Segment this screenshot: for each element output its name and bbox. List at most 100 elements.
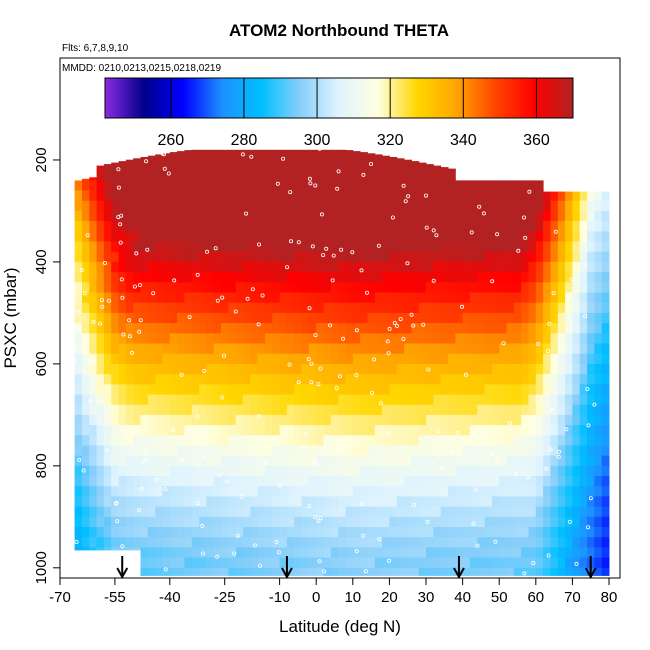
heatmap-cell	[477, 547, 486, 559]
heatmap-cell	[345, 506, 354, 518]
heatmap-cell	[411, 221, 420, 232]
heatmap-cell	[206, 261, 215, 273]
heatmap-cell	[323, 241, 332, 253]
data-point	[335, 186, 340, 191]
heatmap-cell	[279, 231, 288, 242]
heatmap-cell	[572, 435, 581, 446]
data-point	[372, 357, 377, 362]
heatmap-cell	[191, 425, 200, 436]
heatmap-cell	[279, 180, 288, 192]
heatmap-cell	[82, 210, 90, 222]
heatmap-cell	[462, 445, 471, 457]
heatmap-cell	[477, 445, 486, 457]
heatmap-cell	[521, 455, 529, 467]
heatmap-cell	[177, 210, 185, 222]
heatmap-cell	[184, 404, 193, 416]
heatmap-cell	[367, 445, 376, 457]
data-point	[324, 246, 329, 251]
heatmap-cell	[308, 160, 317, 171]
heatmap-cell	[382, 363, 390, 375]
heatmap-cell	[382, 312, 390, 324]
heatmap-cell	[462, 200, 471, 212]
heatmap-cell	[352, 374, 361, 385]
heatmap-cell	[360, 425, 368, 436]
heatmap-cell	[440, 333, 449, 344]
data-point	[76, 310, 81, 315]
heatmap-cell	[243, 557, 251, 569]
heatmap-cell	[477, 190, 486, 202]
heatmap-cell	[111, 231, 119, 242]
heatmap-cell	[89, 292, 98, 304]
heatmap-cell	[272, 455, 281, 467]
heatmap-cell	[286, 302, 295, 314]
heatmap-cell	[345, 272, 354, 283]
heatmap-cell	[162, 343, 171, 355]
heatmap-cell	[557, 363, 566, 375]
heatmap-cell	[96, 343, 105, 355]
heatmap-cell	[389, 374, 398, 385]
heatmap-cell	[301, 506, 310, 518]
heatmap-cell	[374, 190, 383, 202]
heatmap-cell	[550, 200, 559, 212]
heatmap-cell	[213, 516, 222, 528]
heatmap-cell	[89, 506, 98, 518]
heatmap-cell	[147, 425, 156, 436]
heatmap-cell	[550, 425, 559, 436]
heatmap-cell	[294, 323, 302, 334]
heatmap-cell	[499, 567, 507, 576]
data-point	[179, 372, 184, 377]
heatmap-cell	[448, 384, 456, 395]
heatmap-cell	[521, 537, 529, 548]
heatmap-cell	[250, 516, 259, 528]
heatmap-cell	[82, 425, 90, 436]
y-axis-label: PSXC (mbar)	[1, 267, 20, 368]
heatmap-cell	[184, 160, 193, 171]
heatmap-cell	[543, 516, 551, 528]
data-point	[409, 312, 414, 317]
heatmap-cell	[557, 241, 566, 253]
heatmap-cell	[250, 547, 259, 559]
heatmap-cell	[199, 200, 207, 212]
heatmap-cell	[565, 323, 573, 334]
heatmap-cell	[579, 333, 588, 344]
heatmap-cell	[499, 261, 507, 273]
heatmap-cell	[440, 353, 449, 365]
heatmap-cell	[506, 404, 515, 416]
heatmap-cell	[404, 353, 412, 365]
heatmap-cell	[111, 162, 119, 171]
heatmap-cell	[250, 251, 259, 263]
heatmap-cell	[352, 414, 361, 426]
heatmap-cell	[404, 343, 412, 355]
data-point	[288, 239, 293, 244]
heatmap-cell	[440, 557, 449, 569]
heatmap-cell	[191, 190, 200, 202]
heatmap-cell	[243, 312, 251, 324]
heatmap-cell	[550, 221, 559, 232]
heatmap-cell	[374, 516, 383, 528]
heatmap-cell	[484, 547, 493, 559]
heatmap-cell	[462, 210, 471, 222]
heatmap-cell	[191, 486, 200, 497]
heatmap-cell	[257, 160, 266, 171]
data-point	[82, 291, 87, 296]
heatmap-cell	[374, 394, 383, 406]
heatmap-cell	[484, 384, 493, 395]
heatmap-cell	[169, 302, 178, 314]
heatmap-cell	[257, 425, 266, 436]
heatmap-cell	[279, 476, 288, 487]
heatmap-cell	[177, 302, 185, 314]
heatmap-cell	[243, 363, 251, 375]
heatmap-cell	[272, 414, 281, 426]
heatmap-cell	[235, 414, 244, 426]
heatmap-cell	[557, 210, 566, 222]
heatmap-cell	[572, 404, 581, 416]
heatmap-cell	[308, 537, 317, 548]
heatmap-cell	[228, 516, 237, 528]
heatmap-cell	[535, 210, 544, 222]
heatmap-cell	[484, 435, 493, 446]
heatmap-cell	[250, 425, 259, 436]
heatmap-cell	[155, 282, 163, 293]
heatmap-cell	[162, 170, 171, 181]
heatmap-cell	[235, 323, 244, 334]
heatmap-cell	[594, 272, 603, 283]
